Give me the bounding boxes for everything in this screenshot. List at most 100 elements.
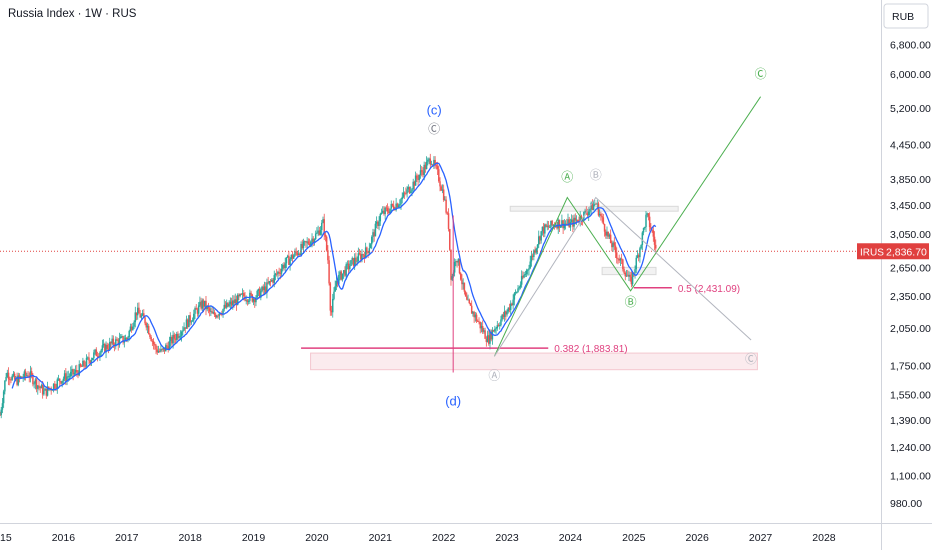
candle-body	[160, 349, 162, 352]
candle-body	[272, 279, 274, 283]
candle-body	[206, 306, 208, 310]
candle-body	[173, 334, 176, 339]
candle-body	[401, 196, 403, 200]
candle-body	[389, 208, 391, 214]
candle-body	[156, 349, 158, 353]
candle-body	[193, 313, 195, 321]
candle-body	[251, 294, 254, 302]
candle-body	[115, 339, 117, 347]
y-tick-label: 5,200.00	[890, 103, 931, 115]
candle-body	[505, 311, 507, 315]
candle-body	[620, 258, 623, 260]
candle-body	[87, 357, 89, 359]
candle-body	[227, 302, 229, 307]
candle-body	[475, 314, 478, 322]
candle-body	[561, 220, 563, 226]
candle-body	[629, 274, 631, 277]
candle-body	[217, 315, 219, 317]
candle-body	[517, 288, 519, 293]
candle-body	[60, 381, 62, 384]
candle-body	[414, 175, 417, 186]
candle-body	[631, 272, 634, 285]
candle-body	[211, 311, 213, 314]
y-tick-label: 1,550.00	[890, 389, 931, 401]
candle-body	[413, 181, 416, 186]
candle-body	[655, 244, 657, 249]
candle-body	[5, 376, 7, 381]
candle-body	[91, 357, 94, 360]
candle-body	[167, 346, 169, 350]
candle-body	[301, 244, 304, 249]
candle-body	[498, 325, 501, 327]
candle-body	[262, 286, 265, 291]
candle-body	[456, 261, 458, 263]
candle-body	[261, 286, 263, 292]
candle-body	[591, 202, 594, 210]
candle-body	[230, 301, 233, 306]
candle-body	[202, 300, 205, 307]
candle-body	[29, 371, 32, 378]
candle-body	[38, 385, 40, 387]
candle-body	[652, 230, 655, 237]
candle-body	[207, 306, 210, 309]
annotations: (c) Ⓒ (d) Ⓐ Ⓐ Ⓑ Ⓑ Ⓒ Ⓒ	[427, 67, 767, 408]
candle-body	[512, 299, 514, 306]
candle-body	[481, 325, 484, 332]
candle-body	[603, 224, 606, 232]
candle-body	[240, 293, 243, 295]
candle-body	[618, 258, 620, 261]
candle-body	[63, 373, 66, 379]
candle-body	[278, 271, 280, 274]
candle-body	[7, 372, 10, 380]
candle-body	[117, 340, 119, 346]
candle-body	[0, 415, 1, 416]
candle-body	[52, 383, 55, 390]
candle-body	[449, 228, 451, 250]
candle-body	[4, 380, 6, 392]
candle-body	[489, 331, 491, 344]
candle-body	[368, 248, 371, 254]
candle-body	[321, 222, 323, 231]
wave-line	[493, 96, 762, 357]
candle-body	[534, 250, 536, 253]
candle-body	[342, 270, 345, 274]
candle-body	[592, 204, 595, 210]
candle-body	[329, 283, 332, 311]
candle-body	[302, 241, 305, 249]
candle-body	[44, 388, 46, 391]
candle-body	[594, 203, 596, 205]
candle-body	[313, 239, 316, 243]
candle-body	[637, 255, 640, 258]
candle-body	[396, 203, 399, 208]
candle-body	[457, 258, 460, 263]
candle-body	[374, 223, 377, 237]
candle-body	[319, 230, 322, 235]
candle-body	[88, 357, 90, 361]
candle-body	[197, 305, 200, 314]
candle-body	[258, 289, 261, 298]
candle-body	[105, 344, 107, 353]
candle-body	[39, 386, 41, 389]
candle-body	[32, 375, 34, 385]
candle-body	[518, 287, 520, 289]
candle-body	[80, 366, 83, 368]
candle-body	[533, 250, 535, 258]
candle-body	[123, 341, 126, 343]
candle-body	[73, 372, 76, 375]
candle-body	[135, 312, 138, 316]
candle-body	[19, 376, 22, 378]
candles	[0, 153, 657, 419]
candle-body	[297, 253, 300, 255]
candle-body	[361, 254, 363, 260]
x-tick-label: 2023	[495, 532, 519, 544]
candle-body	[584, 210, 586, 212]
candle-body	[541, 226, 544, 232]
candle-body	[557, 219, 559, 229]
candle-body	[422, 171, 424, 175]
candle-body	[478, 321, 480, 323]
candle-body	[569, 222, 572, 228]
candle-body	[318, 230, 321, 235]
wave-annotation: Ⓑ	[625, 295, 637, 309]
candle-body	[82, 360, 84, 367]
